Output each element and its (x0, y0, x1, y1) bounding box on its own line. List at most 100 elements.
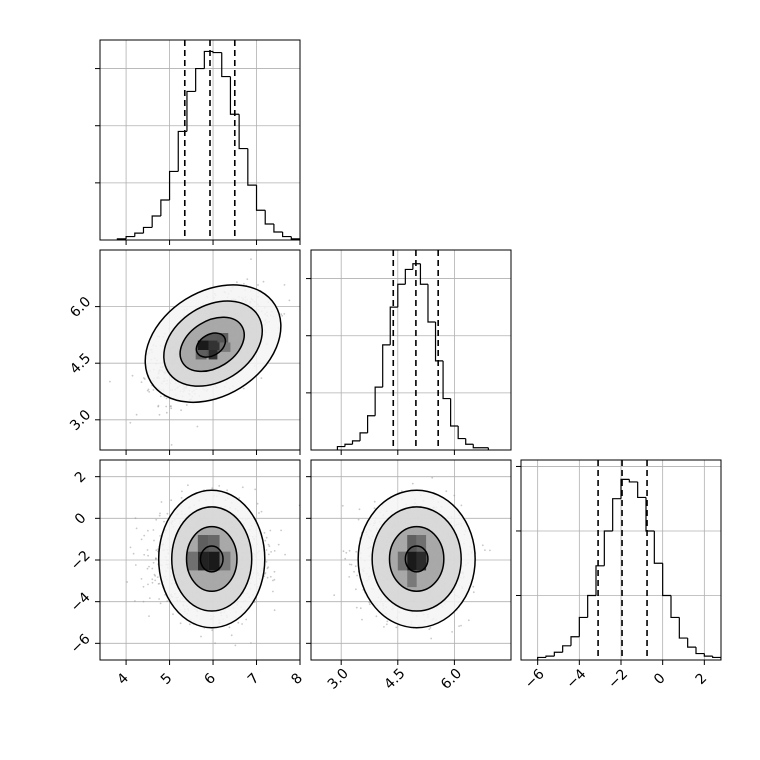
sample-point (355, 588, 357, 591)
sample-point (132, 552, 135, 555)
sample-point (254, 488, 257, 491)
histogram-bin (367, 415, 376, 433)
sample-point (257, 284, 259, 286)
histogram-bin (662, 563, 671, 597)
y-tick-label: 6.0 (67, 294, 94, 321)
sample-point (148, 391, 151, 393)
sample-point (280, 529, 282, 532)
sample-point (129, 546, 132, 549)
sample-point (158, 413, 161, 416)
sample-point (180, 409, 183, 412)
sample-point (355, 606, 358, 609)
histogram-bin (186, 90, 196, 132)
sample-point (266, 567, 269, 570)
histogram-bin (670, 595, 680, 619)
sample-point (265, 560, 268, 563)
sample-point (148, 615, 150, 617)
density-bin (217, 333, 229, 343)
sample-point (445, 490, 448, 493)
sample-point (179, 622, 182, 625)
histogram-bin (134, 232, 144, 237)
sample-point (243, 283, 245, 285)
histogram-bin (457, 426, 466, 440)
histogram-bin (238, 114, 248, 150)
sample-point (411, 482, 414, 485)
sample-point (146, 389, 149, 392)
sample-point (283, 313, 286, 315)
y-tick-label: 3.0 (67, 407, 94, 434)
sample-point (226, 489, 229, 492)
sample-point (348, 549, 351, 552)
sample-point (283, 284, 286, 286)
sample-point (165, 405, 168, 408)
histogram-bin (404, 268, 413, 285)
sample-point (154, 579, 157, 582)
sample-point (181, 490, 183, 493)
sample-point (151, 581, 154, 584)
sample-point (258, 512, 260, 514)
sample-point (234, 644, 237, 647)
sample-point (152, 561, 155, 564)
sample-point (272, 579, 274, 582)
sample-point (142, 600, 145, 603)
sample-point (166, 512, 169, 515)
contour-line (170, 506, 253, 612)
sample-point (428, 628, 431, 631)
sample-point (368, 603, 371, 606)
histogram-bin (465, 438, 474, 445)
sample-point (431, 476, 434, 479)
sample-point (250, 642, 252, 644)
density-bin (197, 535, 209, 552)
histogram-bin (212, 51, 222, 54)
sample-point (170, 444, 173, 446)
x-tick-label: 4 (114, 670, 132, 688)
histogram-bin (273, 224, 283, 233)
sample-point (263, 532, 266, 534)
density-bin (195, 350, 207, 360)
sample-point (453, 494, 456, 497)
sample-point (147, 583, 149, 586)
histogram-bin (195, 67, 205, 92)
sample-point (196, 425, 199, 428)
sample-point (152, 389, 155, 391)
sample-point (260, 510, 263, 513)
sample-point (241, 486, 244, 489)
histogram-bin (545, 655, 555, 658)
sample-point (348, 563, 351, 566)
sample-point (280, 313, 283, 316)
sample-point (154, 575, 157, 577)
histogram-bin (344, 443, 353, 447)
density-panel-1 (100, 460, 300, 660)
x-tick-label: 5 (158, 670, 176, 688)
histogram-bin (125, 235, 135, 239)
density-bin (219, 551, 231, 571)
sample-point (266, 576, 269, 579)
sample-point (269, 529, 272, 532)
sample-point (147, 554, 150, 557)
sample-point (242, 387, 245, 390)
x-tick-label: 8 (288, 670, 306, 688)
sample-point (169, 405, 172, 408)
density-panel-2 (311, 460, 511, 660)
sample-point (155, 549, 158, 552)
sample-point (160, 501, 163, 503)
sample-point (148, 597, 151, 599)
histogram-bin (389, 306, 398, 345)
panel-frame (99, 249, 301, 451)
sample-point (158, 582, 161, 585)
histogram-bin (637, 481, 646, 499)
sample-point (143, 553, 146, 556)
sample-point (129, 421, 132, 424)
density-bin (208, 340, 220, 350)
sample-point (272, 590, 274, 593)
histogram-bin (703, 653, 713, 657)
histogram-panel-1 (311, 250, 511, 450)
histogram-bin (382, 344, 391, 388)
y-tick-label: −2 (68, 548, 94, 574)
sample-point (211, 487, 214, 490)
sample-point (163, 520, 165, 523)
contour-line (195, 332, 227, 358)
sample-point (148, 565, 150, 568)
sample-point (147, 529, 149, 532)
sample-point (273, 550, 276, 552)
